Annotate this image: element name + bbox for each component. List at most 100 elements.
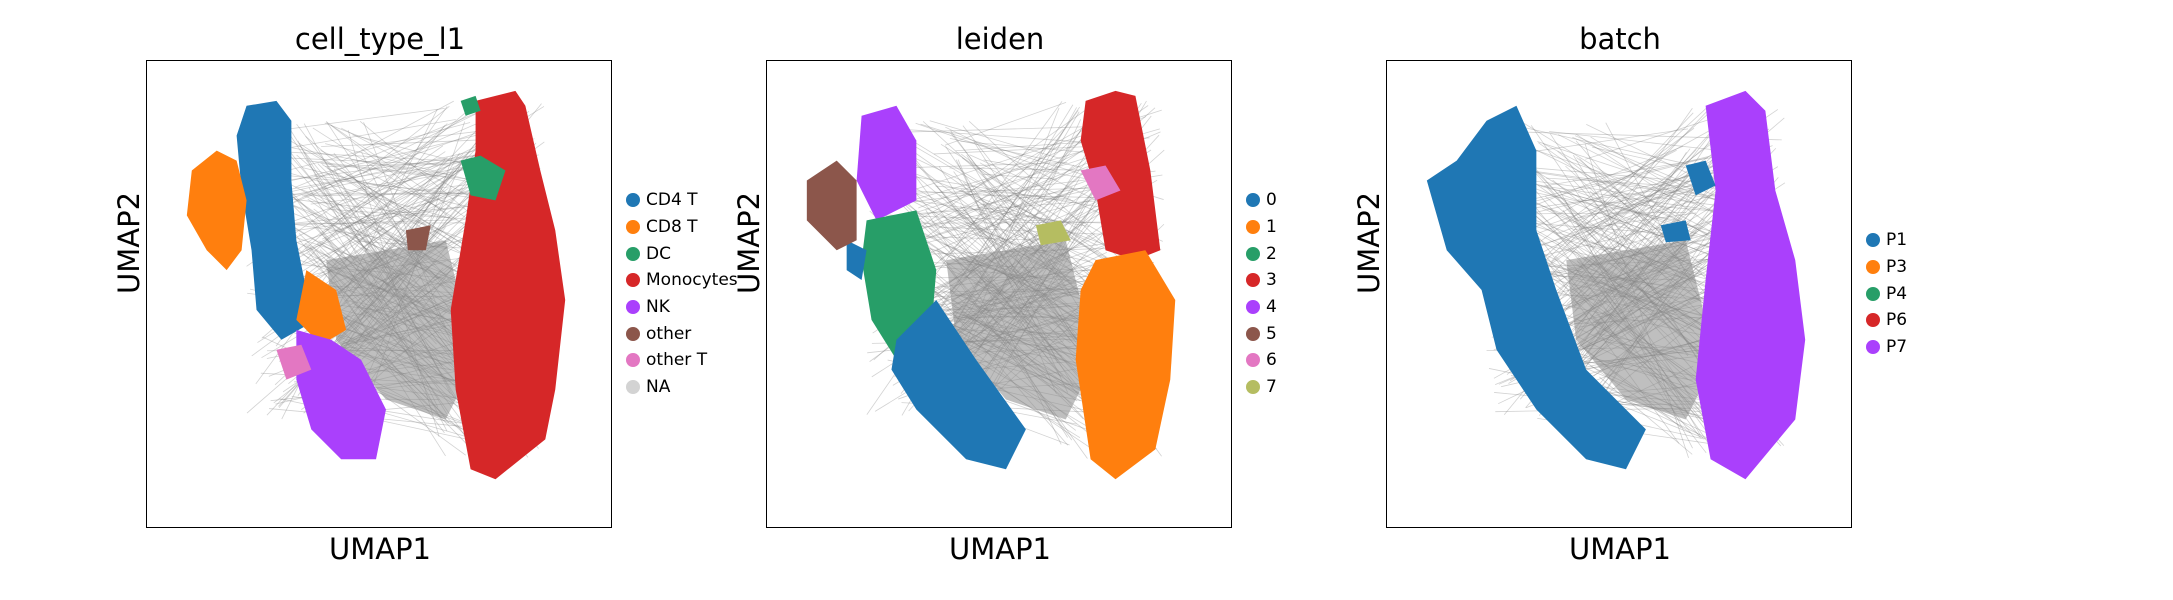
legend-item: P6: [1866, 307, 1907, 334]
legend-label: P7: [1886, 337, 1908, 358]
legend-marker: [1866, 313, 1880, 328]
chart-title: batch: [1579, 22, 1661, 56]
legend-marker: [1246, 380, 1260, 395]
legend-marker: [1246, 193, 1260, 208]
legend-label: 6: [1266, 350, 1277, 371]
legend-label: other: [646, 323, 692, 344]
cluster-dc: [460, 95, 506, 201]
legend-item: 7: [1246, 374, 1277, 401]
plot-area: [146, 60, 612, 528]
legend-marker: [1866, 286, 1880, 301]
legend-label: Monocytes: [646, 270, 738, 291]
chart-title: leiden: [955, 22, 1045, 56]
legend-item: P3: [1866, 254, 1907, 281]
legend-item: Monocytes: [626, 267, 738, 294]
legend-item: 2: [1246, 240, 1277, 267]
cluster-7: [1035, 220, 1071, 246]
legend-marker: [626, 380, 640, 395]
cluster-othert: [276, 344, 312, 380]
legend-item: P7: [1866, 334, 1907, 361]
legend-label: P3: [1886, 257, 1908, 278]
legend-marker: [1246, 326, 1260, 341]
legend-marker: [626, 273, 640, 288]
legend-item: 5: [1246, 320, 1277, 347]
legend-marker: [626, 326, 640, 341]
legend-label: 0: [1266, 190, 1277, 211]
legend-marker: [626, 246, 640, 261]
legend: P1 P3 P4 P6 P7: [1866, 227, 1907, 360]
legend-item: other: [626, 320, 738, 347]
legend-label: NK: [646, 297, 670, 318]
cluster-cd4t: [236, 100, 317, 340]
cluster-monocytes: [450, 90, 566, 480]
chart-title: cell_type_l1: [294, 22, 466, 56]
legend-item: DC: [626, 240, 738, 267]
cluster-6: [1080, 165, 1121, 201]
legend-label: DC: [646, 243, 671, 264]
legend-marker: [1246, 220, 1260, 235]
legend-marker: [1246, 353, 1260, 368]
cluster-cd8t: [186, 150, 347, 345]
legend-label: 2: [1266, 243, 1277, 264]
legend-label: other T: [646, 350, 708, 371]
legend-item: 3: [1246, 267, 1277, 294]
legend-label: P1: [1886, 230, 1908, 251]
legend-marker: [1246, 300, 1260, 315]
panel-batch: batch UMAP1 UMAP2 P1 P3 P4 P6 P7: [1240, 0, 1960, 600]
legend-item: 4: [1246, 294, 1277, 321]
legend-marker: [1246, 246, 1260, 261]
panel-cell-type: cell_type_l1 UMAP1 UMAP2 CD4 T CD8 T DC Mon…: [0, 0, 738, 600]
cluster-p1-small: [1660, 160, 1716, 243]
cluster-4: [856, 105, 917, 221]
legend: 0 1 2 3 4 5 6 7: [1246, 187, 1277, 401]
legend-label: CD4 T: [646, 190, 698, 211]
legend-marker: [626, 353, 640, 368]
legend-label: NA: [646, 377, 671, 398]
legend-item: 1: [1246, 214, 1277, 241]
x-axis-label: UMAP1: [948, 532, 1052, 566]
legend-item: NA: [626, 374, 738, 401]
cluster-p1: [1426, 105, 1646, 470]
legend-marker: [1866, 233, 1880, 248]
legend-marker: [626, 300, 640, 315]
legend-item: CD8 T: [626, 214, 738, 241]
y-axis-label: UMAP2: [112, 191, 146, 294]
legend-label: P6: [1886, 310, 1908, 331]
legend-marker: [626, 193, 640, 208]
legend-item: P4: [1866, 280, 1907, 307]
cluster-3: [1080, 90, 1161, 261]
cluster-5: [806, 160, 857, 251]
x-axis-label: UMAP1: [1568, 532, 1672, 566]
legend-marker: [1866, 340, 1880, 355]
legend-label: P4: [1886, 283, 1908, 304]
cluster-0: [846, 240, 1026, 470]
legend-label: 7: [1266, 377, 1277, 398]
y-axis-label: UMAP2: [732, 191, 766, 294]
legend-marker: [626, 220, 640, 235]
legend-marker: [1866, 260, 1880, 275]
panel-leiden: leiden UMAP1 UMAP2 0 1 2 3 4 5 6 7: [620, 0, 1340, 600]
legend-label: 4: [1266, 297, 1277, 318]
cluster-1: [1075, 250, 1176, 480]
umap-scatter: [806, 90, 1176, 480]
legend-item: 6: [1246, 347, 1277, 374]
legend-item: CD4 T: [626, 187, 738, 214]
legend-item: other T: [626, 347, 738, 374]
plot-area: [766, 60, 1232, 528]
cluster-p7: [1695, 90, 1806, 480]
legend-label: CD8 T: [646, 217, 698, 238]
umap-scatter: [186, 90, 566, 480]
cluster-other: [405, 225, 431, 251]
x-axis-label: UMAP1: [328, 532, 432, 566]
legend-item: P1: [1866, 227, 1907, 254]
cluster-nk: [296, 329, 386, 460]
legend-label: 3: [1266, 270, 1277, 291]
y-axis-label: UMAP2: [1352, 191, 1386, 294]
legend-label: 1: [1266, 217, 1277, 238]
umap-scatter: [1426, 90, 1806, 480]
legend: CD4 T CD8 T DC Monocytes NK other other T NA: [626, 187, 738, 401]
legend-marker: [1246, 273, 1260, 288]
legend-label: 5: [1266, 323, 1277, 344]
legend-item: 0: [1246, 187, 1277, 214]
plot-area: [1386, 60, 1852, 528]
